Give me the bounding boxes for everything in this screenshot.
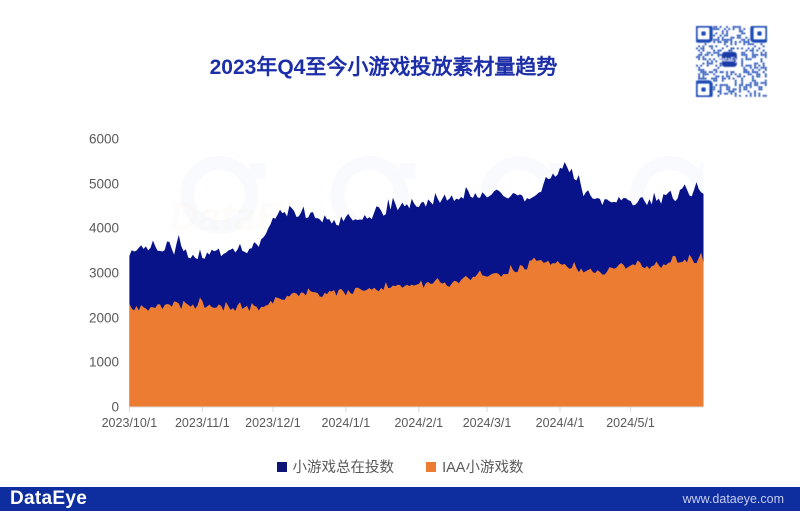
svg-text:DataEye: DataEye [717,57,742,64]
svg-text:DataEye: DataEye [689,195,800,239]
